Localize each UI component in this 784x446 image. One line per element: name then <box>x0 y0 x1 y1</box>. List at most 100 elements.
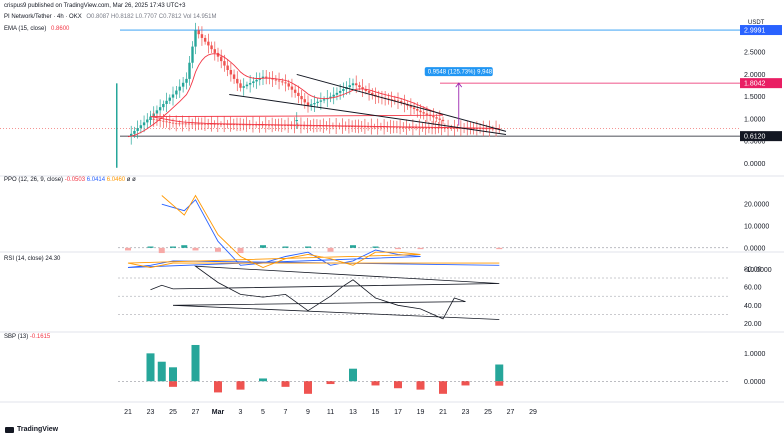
candle-body <box>482 128 485 130</box>
candle-body <box>434 127 437 129</box>
wedge-upper-line <box>296 73 507 132</box>
candle-body <box>318 125 322 127</box>
ppo-histogram-bar <box>305 246 311 248</box>
symbol-name: PI Network/Tether · 4h · OKX <box>4 14 82 20</box>
x-tick-label: 27 <box>192 409 200 416</box>
candle-body <box>488 128 491 130</box>
candle-body <box>162 103 165 108</box>
price-badge <box>740 25 782 36</box>
candle-body <box>229 70 233 75</box>
candle-body <box>142 122 146 126</box>
x-tick-label: Mar <box>212 409 225 416</box>
candle-body <box>412 107 416 110</box>
candle-body <box>386 126 389 128</box>
ppo-value-3: 6.0460 <box>106 177 126 183</box>
candle-body <box>437 127 440 129</box>
candle-body <box>226 65 229 70</box>
sbp-bar <box>304 381 312 394</box>
candle-body <box>405 127 408 128</box>
candle-body <box>371 92 374 95</box>
x-tick-label: 17 <box>394 409 402 416</box>
ema-legend: EMA (15, close) 0.8600 <box>4 26 69 32</box>
candle-body <box>392 126 395 128</box>
candle-body <box>332 94 335 97</box>
candle-body <box>203 37 207 42</box>
candle-body <box>478 128 482 130</box>
ppo-histogram-bar <box>282 246 289 248</box>
candle-body <box>255 79 258 82</box>
candle-body <box>315 125 319 127</box>
ppo-histogram-bar <box>237 247 244 254</box>
candle-body <box>350 126 354 128</box>
ppo-histogram-bar <box>417 247 424 250</box>
candle-body <box>261 76 265 79</box>
measure-box <box>424 67 493 77</box>
candle-body <box>411 127 415 129</box>
candle-body <box>165 100 168 104</box>
y-tick-label: 10.0000 <box>744 224 769 231</box>
ppo-histogram-bar <box>215 247 221 252</box>
candle-body <box>325 125 328 127</box>
candle-body <box>355 83 358 86</box>
wedge-lower-line <box>229 93 507 135</box>
ppo-histogram-bar <box>395 247 401 250</box>
candle-body <box>299 125 303 127</box>
candle-body <box>206 123 210 125</box>
candle-body <box>248 83 252 85</box>
ppo-histogram-bar <box>181 245 188 248</box>
candle-body <box>245 84 249 87</box>
price-badge-label: 0.6120 <box>744 134 766 141</box>
candle-body <box>165 121 168 123</box>
candle-body <box>265 76 268 78</box>
x-tick-label: 23 <box>147 409 155 416</box>
candle-body <box>430 127 434 129</box>
candle-body <box>252 81 255 84</box>
candle-body <box>422 112 425 114</box>
candle-body <box>472 128 475 129</box>
ohlc-values: O0.8087 H0.8182 L0.7707 C0.7812 Vol 14.9… <box>86 14 217 20</box>
ema-label: EMA (15, close) <box>4 26 47 32</box>
candle-body <box>191 46 194 63</box>
candle-body <box>216 52 220 57</box>
candle-body <box>443 127 447 129</box>
sbp-bar <box>169 367 177 382</box>
sbp-label: SBP (13) <box>4 334 29 340</box>
candle-body <box>389 126 392 128</box>
candle-body <box>238 124 242 126</box>
candle-body <box>427 127 431 129</box>
ppo-value-extra: ø ø <box>126 177 136 183</box>
candle-body <box>158 107 162 111</box>
candle-body <box>364 89 368 91</box>
candle-body <box>408 127 411 128</box>
candle-body <box>200 34 204 38</box>
sbp-bar <box>236 381 245 390</box>
ppo-label: PPO (12, 26, 9, close) <box>4 177 64 183</box>
price-badge <box>740 78 782 89</box>
ppo-histogram-bar <box>147 246 154 248</box>
currency-label: USDT <box>748 20 765 26</box>
candle-body <box>402 127 405 128</box>
candle-body <box>450 127 453 129</box>
candle-body <box>152 118 155 120</box>
y-tick-label: 0.0000 <box>744 379 766 386</box>
candle-body <box>341 126 344 127</box>
x-tick-label: 21 <box>439 409 447 416</box>
candle-body <box>290 125 293 127</box>
sbp-bar <box>461 381 470 386</box>
measure-arrowhead <box>455 82 463 88</box>
candle-body <box>313 103 316 105</box>
candle-body <box>348 85 351 88</box>
candle-body <box>232 124 235 126</box>
candle-body <box>190 123 194 125</box>
candle-body <box>139 125 143 129</box>
candle-body <box>258 124 261 126</box>
candle-body <box>398 126 402 128</box>
candle-body <box>354 126 357 128</box>
candle-body <box>409 105 413 108</box>
candle-body <box>393 99 396 101</box>
candle-body <box>254 124 258 126</box>
candle-body <box>220 56 223 62</box>
y-tick-label: 2.0000 <box>744 72 766 79</box>
candle-body <box>342 89 345 91</box>
